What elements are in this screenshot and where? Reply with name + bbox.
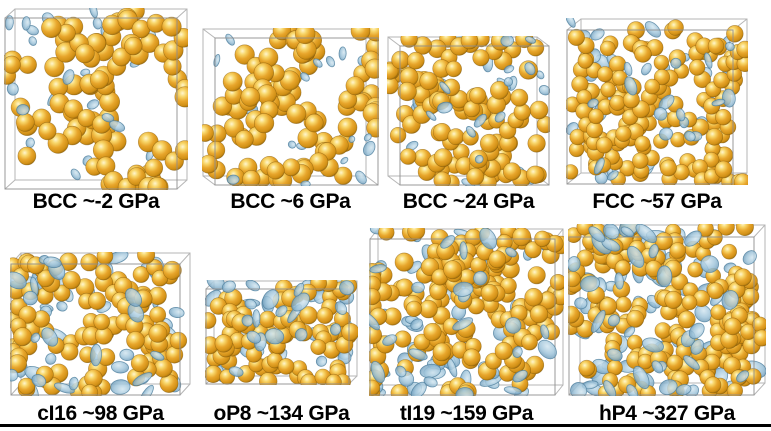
structure-snapshot [4, 8, 188, 190]
panel-label: BCC ~24 GPa [402, 190, 535, 213]
panel-ci16-4: cI16 ~98 GPa [10, 252, 191, 426]
structure-snapshot [10, 252, 191, 396]
panel-bcc-0: BCC ~-2 GPa [4, 8, 188, 214]
structure-snapshot [568, 224, 766, 396]
panel-label: oP8 ~134 GPa [213, 402, 350, 425]
panel-label: hP4 ~327 GPa [599, 402, 735, 425]
panel-fcc-3: FCC ~57 GPa [566, 18, 748, 214]
panel-label: BCC ~6 GPa [230, 190, 351, 213]
panel-op8-5: oP8 ~134 GPa [205, 280, 358, 426]
bottom-rule [0, 424, 771, 427]
panel-label: cI16 ~98 GPa [37, 402, 164, 425]
structure-snapshot [369, 228, 564, 396]
structure-snapshot [566, 18, 748, 185]
structure-snapshot [205, 280, 358, 385]
panel-ti19-6: tI19 ~159 GPa [369, 228, 564, 426]
structure-snapshot [202, 28, 379, 186]
panel-hp4-7: hP4 ~327 GPa [568, 224, 766, 426]
panel-label: FCC ~57 GPa [592, 190, 722, 213]
panel-label: BCC ~-2 GPa [32, 190, 160, 213]
panel-label: tI19 ~159 GPa [399, 402, 534, 425]
panel-bcc-1: BCC ~6 GPa [202, 28, 379, 214]
structure-snapshot [387, 36, 550, 186]
panel-bcc-2: BCC ~24 GPa [387, 36, 550, 214]
